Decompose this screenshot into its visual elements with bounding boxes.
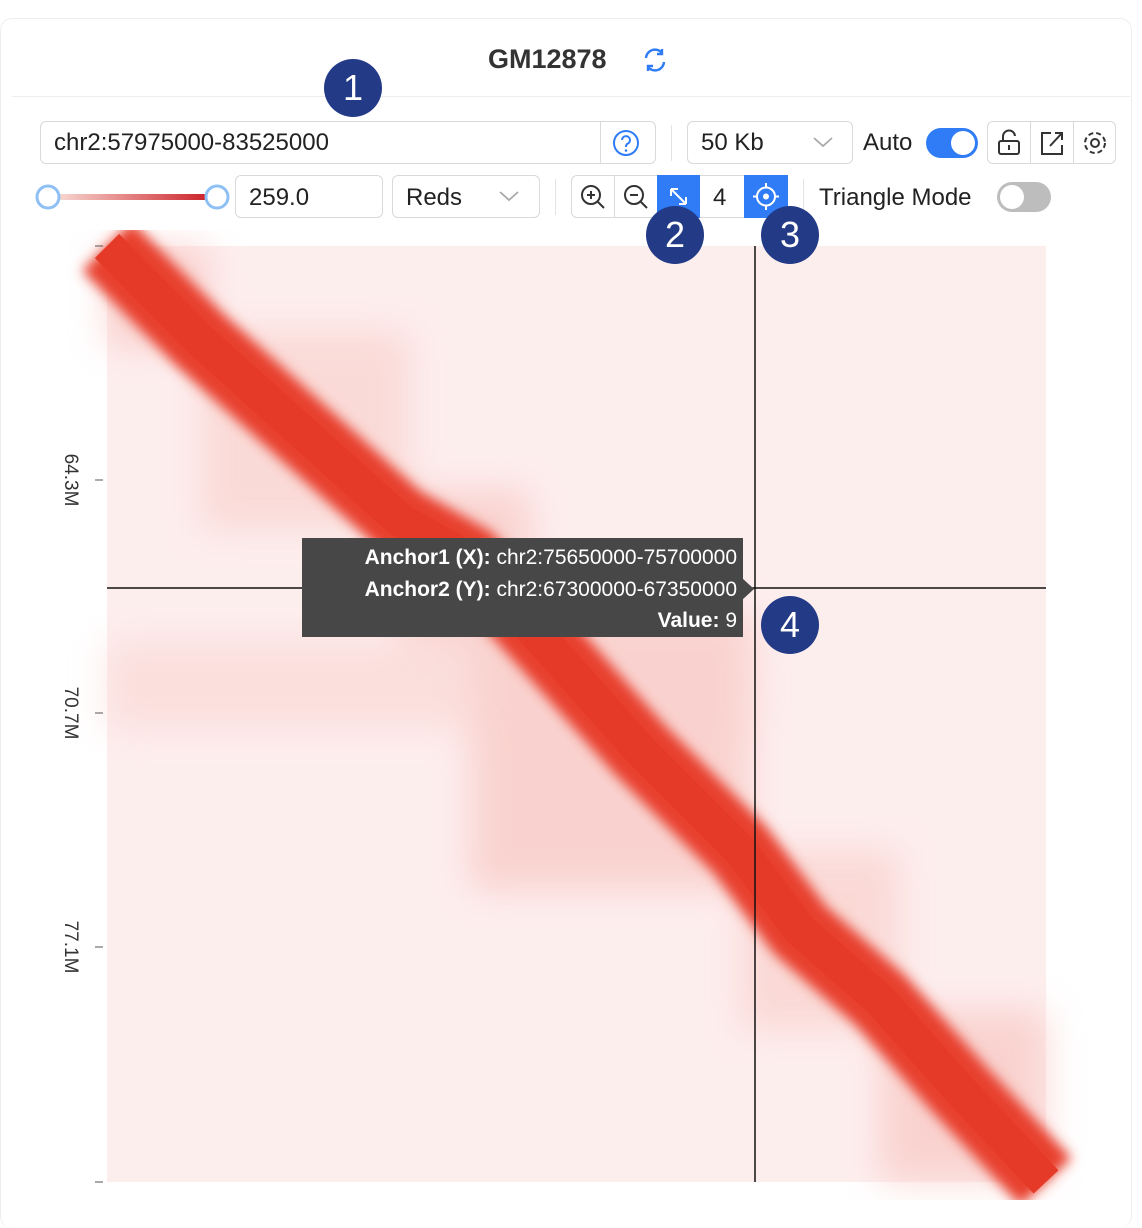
resolution-text: 50 Kb bbox=[701, 129, 764, 156]
card bbox=[0, 18, 1132, 1228]
heatmap-diagonal-core bbox=[94, 234, 1059, 1194]
zoom-out-button[interactable] bbox=[622, 183, 650, 211]
triangle-mode-label: Triangle Mode bbox=[819, 184, 972, 211]
help-icon[interactable] bbox=[612, 129, 640, 157]
callout: 3 bbox=[761, 206, 819, 264]
auto-label: Auto bbox=[863, 129, 913, 156]
chevron bbox=[499, 191, 519, 202]
title: GM12878 bbox=[488, 44, 607, 74]
region-input[interactable] bbox=[40, 121, 656, 164]
tooltip-line: Anchor2 (Y): chr2:67300000-67350000 bbox=[365, 578, 737, 602]
region-text: chr2:57975000-83525000 bbox=[54, 129, 329, 156]
tooltip-value: 9 bbox=[725, 609, 737, 632]
heatmap: 64.3M 70.7M 77.1M bbox=[60, 230, 1072, 1200]
tooltip-line: Anchor1 (X): chr2:75650000-75700000 bbox=[365, 546, 737, 570]
group-divider bbox=[614, 175, 615, 218]
tooltip bbox=[302, 538, 743, 637]
tooltip-value: chr2:67300000-67350000 bbox=[496, 578, 737, 601]
colormap-select[interactable] bbox=[392, 175, 540, 218]
colormap-text: Reds bbox=[406, 184, 463, 211]
max-value-text: 259.0 bbox=[249, 184, 310, 211]
chevron bbox=[813, 137, 833, 148]
auto-toggle[interactable] bbox=[925, 127, 979, 159]
y-tick-label: 64.3M bbox=[60, 454, 81, 507]
export-button[interactable] bbox=[1039, 129, 1065, 157]
zoom-step: 4 bbox=[713, 184, 727, 211]
tooltip-key: Anchor1 (X): bbox=[364, 546, 491, 569]
separator bbox=[555, 179, 556, 215]
settings-button[interactable] bbox=[1081, 129, 1109, 157]
callout: 2 bbox=[646, 206, 704, 264]
separator bbox=[803, 179, 804, 215]
group-divider bbox=[1030, 121, 1031, 164]
y-tick-label: 77.1M bbox=[60, 921, 81, 974]
max-value-input[interactable] bbox=[235, 175, 383, 218]
tooltip-key: Value: bbox=[657, 609, 720, 632]
lock-button[interactable] bbox=[996, 129, 1022, 157]
tooltip-line: Value: 9 bbox=[658, 609, 737, 633]
refresh-icon[interactable] bbox=[641, 46, 669, 74]
separator bbox=[671, 125, 672, 161]
action-group bbox=[987, 121, 1116, 164]
tooltip-pointer bbox=[742, 578, 754, 600]
group-divider bbox=[1073, 121, 1074, 164]
color-range-slider[interactable] bbox=[32, 180, 232, 214]
triangle-mode-toggle[interactable] bbox=[996, 181, 1052, 213]
y-tick-label: 70.7M bbox=[60, 687, 81, 740]
zoom-in-button[interactable] bbox=[579, 183, 607, 211]
resolution-select[interactable] bbox=[687, 121, 853, 164]
callout: 4 bbox=[761, 596, 819, 654]
locate-button[interactable] bbox=[744, 175, 788, 218]
tooltip-value: chr2:75650000-75700000 bbox=[496, 546, 737, 569]
callout: 1 bbox=[324, 59, 382, 117]
divider bbox=[12, 96, 1130, 97]
tooltip-key: Anchor2 (Y): bbox=[364, 578, 491, 601]
input-divider bbox=[600, 121, 601, 164]
